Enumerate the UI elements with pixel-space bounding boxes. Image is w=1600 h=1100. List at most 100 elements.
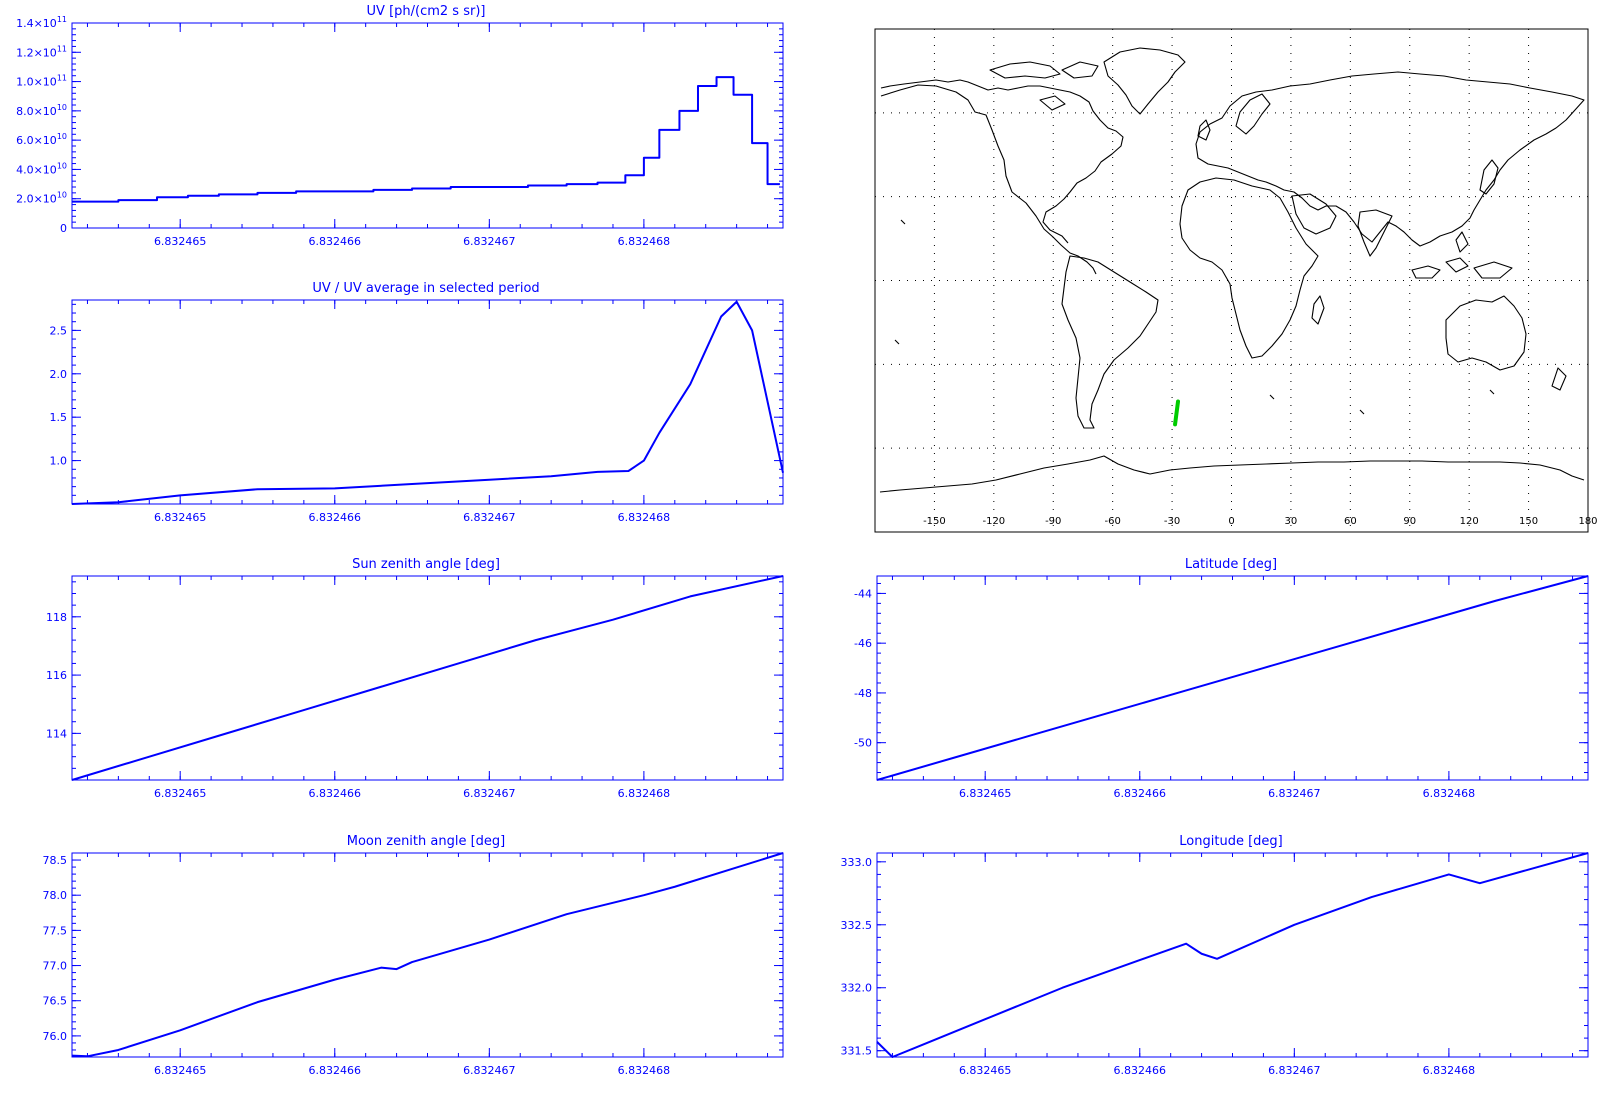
- x-tick-label: 6.832466: [309, 235, 362, 248]
- scandinavia-outline: [1235, 93, 1271, 135]
- british-isles-outline: [1197, 119, 1211, 141]
- y-tick-label: 1.2×1011: [16, 44, 67, 59]
- madagascar-outline: [1311, 295, 1325, 325]
- y-tick-label: 1.0×1011: [16, 74, 67, 89]
- map-frame: [874, 28, 1589, 533]
- moon-title: Moon zenith angle [deg]: [347, 834, 505, 849]
- map-lon-tick-label: -60: [1104, 516, 1120, 527]
- y-tick-label: 118: [46, 611, 67, 624]
- sza-series-line: [71, 575, 784, 781]
- x-tick-label: 6.832466: [1114, 1064, 1167, 1077]
- satellite-track: [1173, 399, 1181, 427]
- x-tick-label: 6.832468: [618, 787, 671, 800]
- y-tick-label: 1.0: [50, 455, 68, 468]
- x-tick-label: 6.832465: [154, 235, 207, 248]
- x-tick-label: 6.832466: [309, 1064, 362, 1077]
- sza-title: Sun zenith angle [deg]: [352, 557, 500, 572]
- y-tick-label: -48: [854, 687, 872, 700]
- y-tick-label: 332.0: [841, 982, 873, 995]
- x-tick-label: 6.832468: [618, 511, 671, 524]
- moon-plot-frame: [71, 852, 784, 1058]
- x-tick-label: 6.832468: [618, 235, 671, 248]
- greenland-outline: [1103, 47, 1186, 115]
- y-tick-label: 116: [46, 669, 67, 682]
- x-tick-label: 6.832467: [463, 1064, 516, 1077]
- uv-series-line: [72, 76, 780, 203]
- moon-series-line: [71, 852, 784, 1058]
- y-tick-label: 78.0: [43, 889, 68, 902]
- ratio-title: UV / UV average in selected period: [312, 281, 539, 296]
- ratio-panel: UV / UV average in selected period 6.832…: [50, 281, 784, 524]
- sza-panel: Sun zenith angle [deg] 6.832465 6.832466 6…: [46, 557, 784, 800]
- lon-panel: Longitude [deg] 6.832465 6.832466 6.832467…: [841, 834, 1589, 1077]
- ratio-plot-frame: [71, 299, 784, 505]
- y-tick-label: -50: [854, 737, 872, 750]
- arctic-islands-outline: [989, 61, 1099, 111]
- continent-outlines: [879, 47, 1585, 493]
- x-tick-label: 6.832467: [463, 511, 516, 524]
- x-tick-label: 6.832465: [154, 1064, 207, 1077]
- y-tick-label: 77.0: [43, 960, 68, 973]
- y-tick-label: 78.5: [43, 854, 68, 867]
- lat-series-line: [876, 575, 1589, 781]
- uv-title: UV [ph/(cm2 s sr)]: [367, 4, 486, 19]
- sza-plot-frame: [71, 575, 784, 781]
- south-america-outline: [1061, 255, 1159, 429]
- new-zealand-outline: [1551, 367, 1567, 391]
- australia-outline: [1445, 295, 1527, 371]
- x-tick-label: 6.832465: [154, 511, 207, 524]
- japan-outline: [1479, 159, 1499, 195]
- map-lon-tick-label: 0: [1228, 516, 1234, 527]
- y-tick-label: 0: [60, 222, 67, 235]
- y-tick-label: 76.0: [43, 1030, 68, 1043]
- lat-panel: Latitude [deg] 6.832465 6.832466 6.832467 6…: [854, 557, 1589, 800]
- ratio-series-line: [71, 300, 784, 505]
- y-tick-label: 77.5: [43, 924, 68, 937]
- y-tick-label: 114: [46, 727, 67, 740]
- moon-panel: Moon zenith angle [deg] 6.832465 6.832466…: [43, 834, 784, 1077]
- africa-outline: [1179, 177, 1319, 359]
- map-lon-tick-label: 90: [1403, 516, 1416, 527]
- y-tick-label: -44: [854, 587, 872, 600]
- x-tick-label: 6.832466: [309, 787, 362, 800]
- x-tick-label: 6.832466: [1114, 787, 1167, 800]
- uv-panel: UV [ph/(cm2 s sr)] 6.832465 6.832466 6.832…: [16, 4, 784, 248]
- map-lon-tick-label: -90: [1045, 516, 1061, 527]
- india-outline: [1357, 209, 1393, 257]
- y-tick-label: 6.0×1010: [16, 132, 67, 147]
- y-tick-label: 2.0×1010: [16, 191, 67, 206]
- lon-title: Longitude [deg]: [1179, 834, 1282, 849]
- north-america-outline: [880, 79, 1124, 275]
- y-tick-label: 333.0: [841, 856, 873, 869]
- lon-series-line: [876, 852, 1589, 1058]
- map-lon-tick-label: 150: [1519, 516, 1538, 527]
- y-tick-label: 8.0×1010: [16, 103, 67, 118]
- x-tick-label: 6.832465: [959, 787, 1012, 800]
- y-tick-label: 331.5: [841, 1045, 873, 1058]
- map-lon-tick-label: 30: [1285, 516, 1298, 527]
- map-lon-tick-label: 180: [1578, 516, 1597, 527]
- x-tick-label: 6.832468: [1423, 1064, 1476, 1077]
- x-tick-label: 6.832467: [463, 235, 516, 248]
- y-tick-label: 1.5: [50, 411, 68, 424]
- sea-islands-outline: [1411, 231, 1513, 279]
- eurasia-outline: [1195, 71, 1585, 247]
- y-tick-label: 2.5: [50, 324, 68, 337]
- x-tick-label: 6.832465: [959, 1064, 1012, 1077]
- y-tick-label: 76.5: [43, 995, 68, 1008]
- map-lon-tick-label: -120: [982, 516, 1005, 527]
- y-tick-label: 4.0×1010: [16, 161, 67, 176]
- x-tick-label: 6.832465: [154, 787, 207, 800]
- y-tick-label: 332.5: [841, 919, 873, 932]
- lat-title: Latitude [deg]: [1185, 557, 1277, 572]
- x-tick-label: 6.832466: [309, 511, 362, 524]
- y-tick-label: 1.4×1011: [16, 15, 67, 30]
- x-tick-label: 6.832468: [1423, 787, 1476, 800]
- map-lon-tick-label: 60: [1344, 516, 1357, 527]
- x-tick-label: 6.832468: [618, 1064, 671, 1077]
- antarctica-outline: [879, 455, 1585, 493]
- y-tick-label: -46: [854, 637, 872, 650]
- map-lon-tick-label: 120: [1460, 516, 1479, 527]
- map-lon-tick-label: -30: [1164, 516, 1180, 527]
